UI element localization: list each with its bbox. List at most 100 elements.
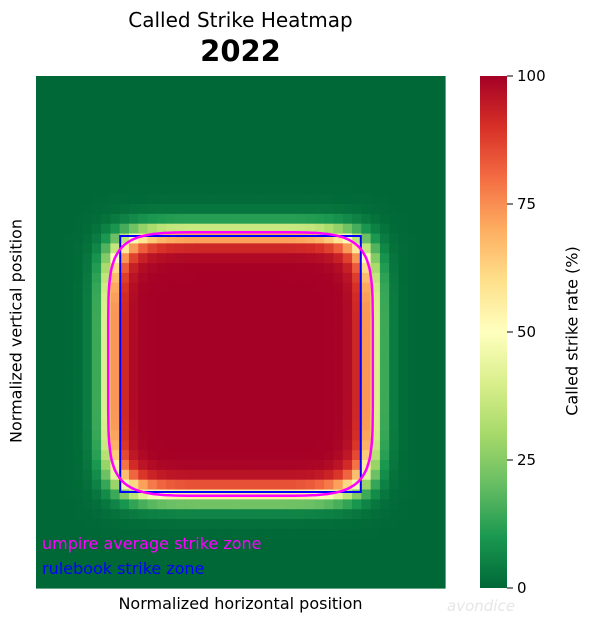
heatmap-cell	[138, 469, 149, 481]
heatmap-cell	[268, 253, 279, 264]
heatmap-cell	[286, 341, 297, 353]
heatmap-cell	[389, 85, 400, 97]
heatmap-cell	[426, 489, 437, 500]
heatmap-cell	[249, 282, 260, 294]
heatmap-cell	[352, 213, 362, 225]
heatmap-cell	[147, 361, 158, 372]
heatmap-cell	[259, 420, 269, 432]
heatmap-cell	[101, 460, 111, 471]
heatmap-cell	[91, 371, 102, 382]
heatmap-cell	[268, 351, 279, 363]
heatmap-cell	[407, 509, 418, 520]
heatmap-cell	[147, 223, 158, 235]
heatmap-cell	[194, 430, 204, 441]
heatmap-cell	[138, 381, 149, 392]
heatmap-cell	[221, 85, 232, 97]
heatmap-cell	[128, 410, 139, 422]
heatmap-cell	[361, 519, 372, 530]
heatmap-cell	[36, 115, 46, 126]
heatmap-cell	[63, 509, 74, 520]
heatmap-cell	[277, 125, 288, 136]
heatmap-cell	[166, 233, 177, 244]
heatmap-cell	[417, 213, 428, 225]
heatmap-cell	[128, 164, 139, 176]
heatmap-cell	[296, 125, 307, 136]
heatmap-cell	[73, 302, 84, 313]
heatmap-cell	[342, 341, 353, 353]
heatmap-cell	[268, 410, 279, 422]
heatmap-cell	[407, 548, 418, 560]
heatmap-cell	[147, 371, 158, 382]
heatmap-cell	[63, 115, 74, 126]
heatmap-cell	[361, 371, 372, 382]
heatmap-cell	[417, 489, 428, 500]
heatmap-cell	[147, 292, 158, 304]
heatmap-cell	[101, 440, 111, 451]
heatmap-cell	[128, 135, 139, 146]
heatmap-cell	[314, 85, 325, 97]
heatmap-cell	[435, 361, 446, 372]
heatmap-cell	[63, 233, 74, 244]
heatmap-cell	[128, 292, 139, 304]
heatmap-cell	[231, 105, 242, 116]
heatmap-cell	[259, 243, 269, 254]
heatmap-cell	[110, 85, 121, 97]
heatmap-cell	[389, 519, 400, 530]
heatmap-cell	[240, 420, 251, 432]
heatmap-cell	[101, 341, 111, 353]
heatmap-cell	[352, 361, 362, 372]
heatmap-cell	[203, 95, 214, 107]
heatmap-cell	[370, 558, 381, 569]
heatmap-cell	[175, 568, 186, 579]
heatmap-cell	[138, 538, 149, 550]
heatmap-cell	[342, 420, 353, 432]
heatmap-cell	[184, 292, 195, 304]
heatmap-cell	[389, 144, 400, 156]
heatmap-cell	[426, 184, 437, 195]
heatmap-cell	[194, 144, 204, 156]
heatmap-cell	[352, 272, 362, 284]
heatmap-cell	[147, 125, 158, 136]
heatmap-cell	[314, 115, 325, 126]
heatmap-cell	[426, 233, 437, 244]
heatmap-cell	[286, 361, 297, 372]
heatmap-cell	[296, 184, 307, 195]
heatmap-cell	[184, 322, 195, 333]
heatmap-cell	[361, 115, 372, 126]
heatmap-cell	[407, 194, 418, 205]
heatmap-cell	[370, 243, 381, 254]
heatmap-cell	[231, 568, 242, 579]
heatmap-cell	[110, 243, 121, 254]
heatmap-cell	[333, 578, 344, 589]
heatmap-cell	[240, 135, 251, 146]
heatmap-cell	[314, 204, 325, 215]
heatmap-cell	[128, 400, 139, 412]
heatmap-cell	[36, 253, 46, 264]
heatmap-cell	[101, 125, 111, 136]
heatmap-cell	[73, 85, 84, 97]
heatmap-cell	[147, 469, 158, 481]
heatmap-cell	[407, 332, 418, 343]
heatmap-cell	[407, 174, 418, 185]
heatmap-cell	[156, 194, 167, 205]
heatmap-cell	[147, 538, 158, 550]
heatmap-cell	[379, 95, 390, 107]
heatmap-cell	[361, 164, 372, 176]
heatmap-cell	[352, 243, 362, 254]
colorbar-tick-label: 0	[517, 579, 527, 597]
heatmap-cell	[147, 312, 158, 323]
heatmap-cell	[156, 213, 167, 225]
heatmap-cell	[110, 223, 121, 235]
heatmap-cell	[324, 469, 335, 481]
heatmap-cell	[82, 479, 93, 491]
heatmap-cell	[370, 154, 381, 166]
heatmap-cell	[268, 76, 279, 87]
heatmap-cell	[82, 538, 93, 550]
heatmap-cell	[333, 115, 344, 126]
heatmap-cell	[370, 312, 381, 323]
heatmap-cell	[417, 391, 428, 402]
heatmap-cell	[147, 95, 158, 107]
heatmap-cell	[407, 341, 418, 353]
heatmap-cell	[268, 184, 279, 195]
heatmap-cell	[212, 322, 223, 333]
